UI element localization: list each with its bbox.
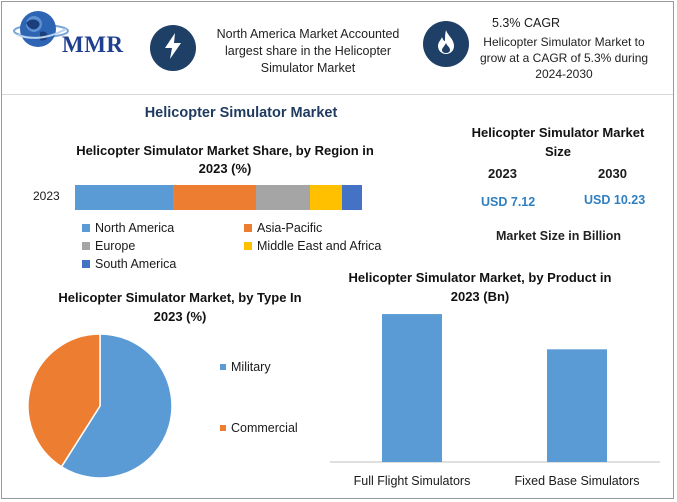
- bar-segment-europe: [255, 185, 311, 210]
- legend-label: South America: [95, 257, 177, 271]
- x-tick-label: Fixed Base Simulators: [514, 474, 639, 488]
- legend-item-middle-east-africa: Middle East and Africa: [244, 239, 381, 253]
- pie-slice-commercial: [28, 333, 101, 468]
- bar-segment-south-america: [341, 185, 362, 210]
- brand-logo-text: MMR: [62, 32, 124, 57]
- pie-slice-military: [60, 333, 173, 479]
- main-title: Helicopter Simulator Market: [144, 105, 338, 121]
- legend-label: Military: [231, 360, 271, 374]
- legend-swatch: [244, 242, 252, 250]
- type-chart-title: Helicopter Simulator Market, by Type In …: [58, 290, 302, 324]
- lightning-icon: [162, 32, 184, 65]
- header-band: [2, 2, 673, 95]
- legend-item-asia-pacific: Asia-Pacific: [244, 221, 322, 235]
- info-badge-left: [150, 25, 196, 71]
- legend-item-europe: Europe: [82, 239, 135, 253]
- legend-item-commercial: Commercial: [220, 421, 298, 435]
- info-badge-right: [423, 21, 469, 67]
- legend-swatch: [82, 242, 90, 250]
- x-tick-label: Full Flight Simulators: [354, 474, 471, 488]
- bar-segment-middle-east-and-africa: [310, 185, 342, 210]
- legend-label: Asia-Pacific: [257, 221, 323, 235]
- flame-icon: [435, 29, 457, 60]
- market-size-value-2030: USD 10.23: [584, 193, 646, 207]
- legend-item-south-america: South America: [82, 257, 176, 271]
- cagr-text: Helicopter Simulator Market to grow at a…: [479, 35, 649, 81]
- region-bar-category: 2023: [33, 189, 60, 203]
- product-chart-title: Helicopter Simulator Market, by Product …: [348, 270, 612, 304]
- legend-swatch: [82, 260, 90, 268]
- type-pie-chart: [28, 333, 173, 479]
- market-size-title: Helicopter Simulator Market Size: [471, 125, 645, 159]
- legend-swatch: [82, 224, 90, 232]
- legend-swatch: [244, 224, 252, 232]
- legend-label: Europe: [95, 239, 136, 253]
- legend-label: Middle East and Africa: [257, 239, 382, 253]
- legend-swatch: [220, 364, 226, 370]
- market-size-year-2030: 2030: [598, 166, 627, 181]
- info-left-text: North America Market Accounted largest s…: [216, 27, 400, 75]
- market-size-value-2023: USD 7.12: [481, 195, 536, 209]
- product-bar-chart: Full Flight Simulators Fixed Base Simulat…: [330, 314, 660, 488]
- legend-item-north-america: North America: [82, 221, 174, 235]
- legend-label: Commercial: [231, 421, 298, 435]
- region-chart-title: Helicopter Simulator Market Share, by Re…: [76, 143, 374, 176]
- pie-legend: Military Commercial: [220, 360, 298, 435]
- bar-segment-north-america: [75, 185, 173, 210]
- region-stacked-bar: [75, 185, 362, 210]
- bar-fixed-base-simulators: [547, 349, 607, 462]
- market-size-year-2023: 2023: [488, 166, 517, 181]
- legend-label: North America: [95, 221, 175, 235]
- cagr-title: 5.3% CAGR: [492, 16, 561, 30]
- market-size-unit: Market Size in Billion: [496, 229, 622, 243]
- globe-logo-icon: [12, 8, 70, 59]
- legend-item-military: Military: [220, 360, 298, 374]
- bar-full-flight-simulators: [382, 314, 442, 462]
- legend-swatch: [220, 425, 226, 431]
- bar-segment-asia-pacific: [172, 185, 256, 210]
